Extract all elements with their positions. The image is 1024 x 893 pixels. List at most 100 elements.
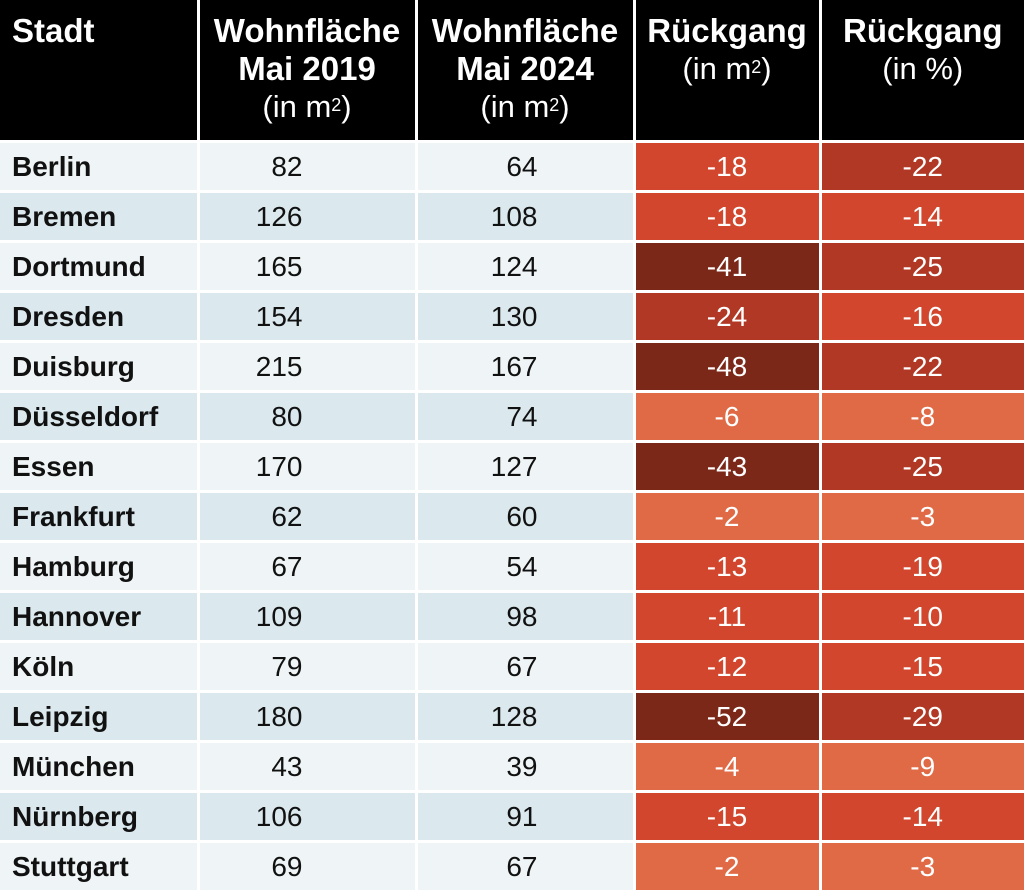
decline-pct-cell: -3 — [820, 492, 1024, 542]
area-2019-cell: 62 — [198, 492, 416, 542]
city-cell: Stuttgart — [0, 842, 198, 892]
header-decline-pct: Rückgang (in %) — [820, 0, 1024, 142]
decline-pct-cell: -14 — [820, 192, 1024, 242]
header-area-2019: Wohnfläche Mai 2019 (in m2) — [198, 0, 416, 142]
decline-m2-cell: -13 — [634, 542, 820, 592]
decline-m2-cell: -11 — [634, 592, 820, 642]
decline-m2-cell: -41 — [634, 242, 820, 292]
area-2024-cell: 91 — [416, 792, 634, 842]
decline-m2-cell: -4 — [634, 742, 820, 792]
header-area-2024-line1: Wohnfläche — [432, 12, 618, 49]
decline-m2-cell: -18 — [634, 192, 820, 242]
city-cell: Frankfurt — [0, 492, 198, 542]
city-cell: Berlin — [0, 142, 198, 192]
area-2024-cell: 130 — [416, 292, 634, 342]
decline-m2-cell: -12 — [634, 642, 820, 692]
area-2019-cell: 67 — [198, 542, 416, 592]
unit-base: (in m — [682, 51, 751, 86]
table-header: Stadt Wohnfläche Mai 2019 (in m2) Wohnfl… — [0, 0, 1024, 142]
area-2019-cell: 69 — [198, 842, 416, 892]
decline-pct-cell: -25 — [820, 442, 1024, 492]
unit-end: ) — [761, 51, 771, 86]
city-cell: Essen — [0, 442, 198, 492]
header-decline-pct-unit: (in %) — [822, 50, 1024, 88]
area-2024-cell: 124 — [416, 242, 634, 292]
area-2024-cell: 74 — [416, 392, 634, 442]
area-2024-cell: 60 — [416, 492, 634, 542]
area-2024-cell: 64 — [416, 142, 634, 192]
header-city: Stadt — [0, 0, 198, 142]
decline-m2-cell: -18 — [634, 142, 820, 192]
area-2019-cell: 79 — [198, 642, 416, 692]
area-2024-cell: 128 — [416, 692, 634, 742]
unit-sup: 2 — [549, 95, 559, 115]
city-cell: Dresden — [0, 292, 198, 342]
decline-m2-cell: -52 — [634, 692, 820, 742]
header-decline-m2: Rückgang (in m2) — [634, 0, 820, 142]
decline-pct-cell: -29 — [820, 692, 1024, 742]
area-2019-cell: 126 — [198, 192, 416, 242]
decline-pct-cell: -19 — [820, 542, 1024, 592]
area-2024-cell: 54 — [416, 542, 634, 592]
header-area-2024-line2: Mai 2024 — [456, 50, 594, 87]
decline-pct-cell: -22 — [820, 342, 1024, 392]
city-cell: Duisburg — [0, 342, 198, 392]
area-2024-cell: 67 — [416, 842, 634, 892]
area-2024-cell: 98 — [416, 592, 634, 642]
area-2024-cell: 39 — [416, 742, 634, 792]
city-cell: Düsseldorf — [0, 392, 198, 442]
header-decline-pct-text: Rückgang (in %) — [822, 0, 1024, 88]
unit-end: ) — [341, 89, 351, 124]
decline-pct-cell: -8 — [820, 392, 1024, 442]
unit-sup: 2 — [331, 95, 341, 115]
city-cell: München — [0, 742, 198, 792]
city-cell: Nürnberg — [0, 792, 198, 842]
header-area-2019-line1: Wohnfläche — [214, 12, 400, 49]
decline-m2-cell: -2 — [634, 842, 820, 892]
unit-base: (in m — [262, 89, 331, 124]
decline-pct-cell: -10 — [820, 592, 1024, 642]
city-cell: Dortmund — [0, 242, 198, 292]
decline-pct-cell: -22 — [820, 142, 1024, 192]
unit-sup: 2 — [751, 57, 761, 77]
area-2019-cell: 170 — [198, 442, 416, 492]
decline-m2-cell: -24 — [634, 292, 820, 342]
decline-m2-cell: -48 — [634, 342, 820, 392]
area-2019-cell: 165 — [198, 242, 416, 292]
header-row: Stadt Wohnfläche Mai 2019 (in m2) Wohnfl… — [0, 0, 1024, 142]
area-2024-cell: 108 — [416, 192, 634, 242]
area-2019-cell: 82 — [198, 142, 416, 192]
decline-pct-cell: -14 — [820, 792, 1024, 842]
header-decline-m2-line1: Rückgang — [647, 12, 807, 49]
header-decline-pct-line1: Rückgang — [843, 12, 1003, 49]
header-decline-m2-unit: (in m2) — [636, 50, 819, 88]
city-cell: Köln — [0, 642, 198, 692]
city-cell: Hannover — [0, 592, 198, 642]
decline-pct-cell: -3 — [820, 842, 1024, 892]
city-cell: Bremen — [0, 192, 198, 242]
area-2019-cell: 80 — [198, 392, 416, 442]
header-area-2019-line2: Mai 2019 — [238, 50, 376, 87]
unit-base: (in m — [480, 89, 549, 124]
decline-pct-cell: -25 — [820, 242, 1024, 292]
header-city-label: Stadt — [0, 0, 197, 50]
area-2019-cell: 109 — [198, 592, 416, 642]
area-2024-cell: 167 — [416, 342, 634, 392]
decline-pct-cell: -9 — [820, 742, 1024, 792]
